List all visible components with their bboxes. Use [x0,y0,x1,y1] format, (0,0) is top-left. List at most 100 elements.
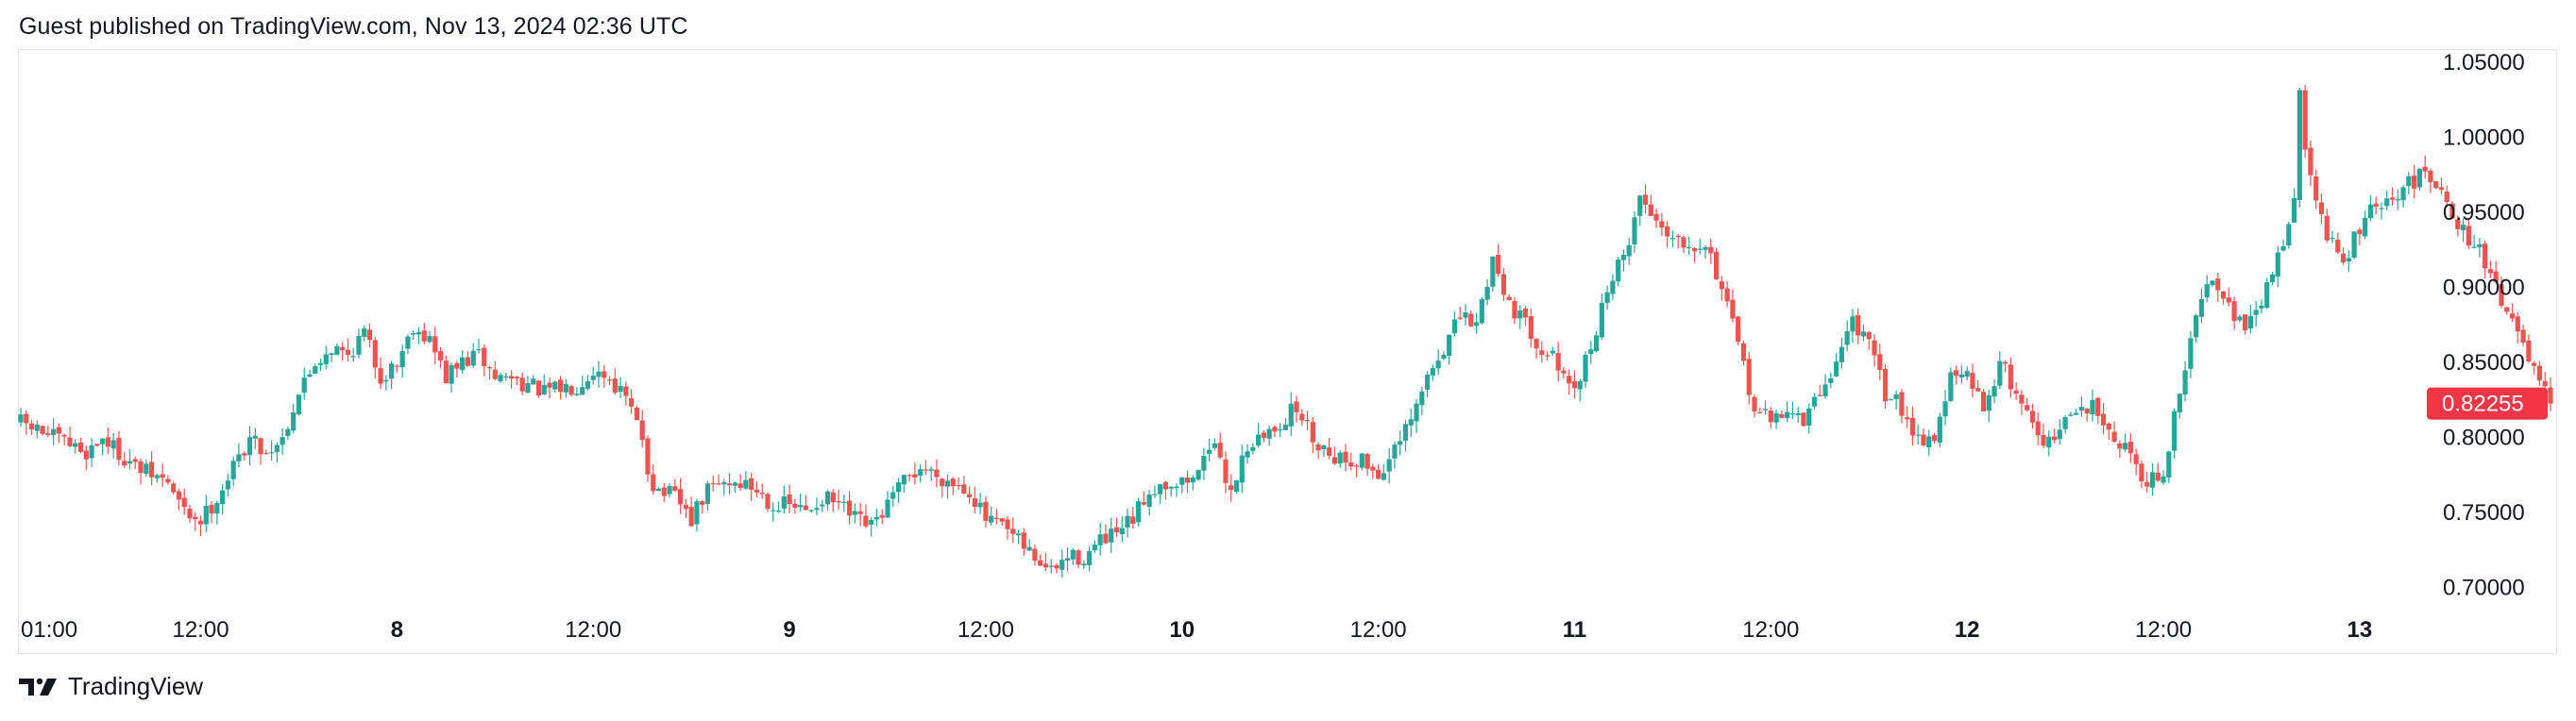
candle [830,489,836,512]
candle [2487,260,2494,278]
candle [171,480,177,495]
candle [2025,397,2030,412]
candle [2100,403,2107,434]
candle [2198,288,2205,324]
candle [2215,272,2221,302]
candle [1207,438,1212,462]
candle [907,473,912,482]
candle [51,418,57,445]
candle [863,504,869,528]
candle [470,343,476,368]
candle [225,473,230,496]
candle [2259,299,2264,314]
tradingview-brand: TradingView [68,672,204,700]
candle [1653,208,1659,228]
candle [1665,221,1670,248]
candle [176,488,182,511]
candle [1795,407,1801,424]
candle [1059,549,1065,578]
candle [1648,194,1653,217]
candle [116,430,122,466]
candle [1146,490,1152,515]
candle [2220,291,2227,305]
candle [443,355,449,384]
candle [2253,300,2259,327]
candle [246,426,253,466]
candle [775,501,782,513]
candle [1076,548,1081,568]
candle [1828,372,1834,389]
candle [759,483,765,499]
candle [291,403,297,434]
candle [2346,250,2351,273]
candle [509,370,515,389]
candle [1844,320,1850,352]
candle [1272,425,1278,438]
last-price-label: 0.82255 [2442,392,2524,417]
candle [726,473,733,495]
candle [1217,432,1223,460]
candle [1817,384,1822,397]
candle [40,425,45,436]
candle [1168,486,1174,497]
candle [285,427,291,441]
y-tick-label: 0.70000 [2443,576,2525,601]
candle [519,372,525,395]
x-tick-label: 9 [783,617,795,643]
candle [345,338,351,361]
candle [2188,330,2194,378]
candle [1119,516,1125,542]
candle [2548,377,2553,411]
candle [340,342,346,361]
candle [100,437,106,456]
candle [1713,247,1720,280]
publish-info: Guest published on TradingView.com, Nov … [19,13,688,40]
candle [2041,423,2046,449]
candle [1398,430,1403,456]
candle [1337,450,1343,468]
candle [1975,379,1981,392]
candle [394,364,399,373]
candle [2357,227,2363,245]
candle [2477,238,2483,258]
candle [2090,389,2095,422]
candle [2296,88,2302,209]
candle [56,423,62,444]
candle [940,478,945,497]
candle [465,351,471,367]
candle [34,420,40,439]
candle [885,491,890,519]
candle [1261,429,1266,443]
candle [1752,394,1757,418]
candle [623,381,629,406]
candle [2379,202,2384,220]
candle [2532,360,2537,375]
candle [1839,337,1844,369]
candle [525,376,531,394]
candle [1669,230,1676,248]
candle [329,352,334,363]
candle [2171,408,2178,460]
candle [1997,351,2003,390]
candle [1691,246,1698,263]
candle [274,442,280,463]
candle [2389,187,2396,207]
candle [1937,412,1942,448]
candle [214,500,220,525]
candle [405,334,411,355]
candle [2226,287,2231,307]
candle [1250,443,1256,455]
candle [977,493,983,514]
candle [1583,351,1588,388]
candle [2466,219,2471,249]
candle [1496,243,1501,277]
candle [1054,562,1059,574]
candle [1550,346,1555,356]
candle [2412,164,2417,199]
candle [2019,390,2025,416]
candle [841,494,847,512]
candle [1010,517,1016,544]
candle [2286,221,2292,249]
chart-frame[interactable] [18,49,2557,654]
